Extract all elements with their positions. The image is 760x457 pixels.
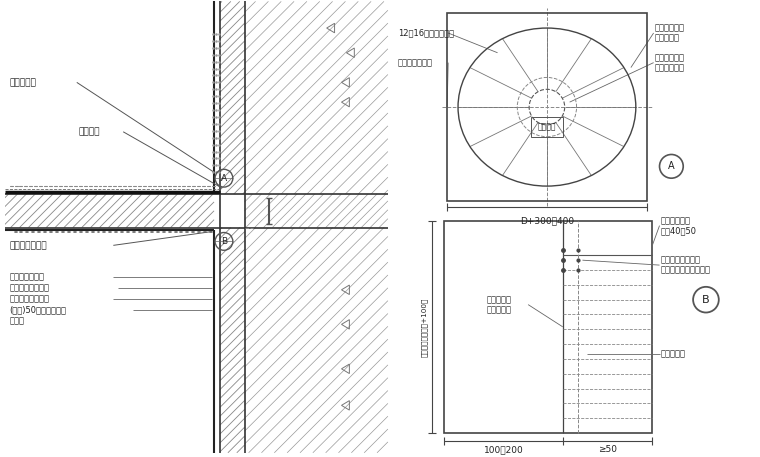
Text: 金属箍紧固: 金属箍紧固 <box>10 78 36 87</box>
Text: 间距40～50: 间距40～50 <box>660 226 696 235</box>
Text: 剪切等分虚线: 剪切等分虚线 <box>660 216 691 225</box>
Text: 铅丝绑扎保护层: 铅丝绑扎保护层 <box>10 241 47 250</box>
Text: 改性沥青防水卷材: 改性沥青防水卷材 <box>10 294 49 303</box>
Text: 粘贴于管壁: 粘贴于管壁 <box>660 350 686 358</box>
Text: 放射状粘贴于侧墙基面: 放射状粘贴于侧墙基面 <box>660 266 711 275</box>
Text: 剪口范围: 剪口范围 <box>537 122 556 131</box>
Bar <box>444 221 651 433</box>
Text: 防水钢筋砼侧墙: 防水钢筋砼侧墙 <box>10 272 45 282</box>
Text: 从（管道外径周长+100）: 从（管道外径周长+100） <box>421 297 428 356</box>
Text: 根阴角线重合: 根阴角线重合 <box>654 63 685 72</box>
Text: 粘贴于侧墙立面: 粘贴于侧墙立面 <box>397 58 432 67</box>
Text: 阴角线重合: 阴角线重合 <box>486 305 511 314</box>
Text: 于管道外壁: 于管道外壁 <box>654 33 679 43</box>
Text: 折线与管根: 折线与管根 <box>486 295 511 304</box>
Text: A: A <box>668 161 675 171</box>
Text: 圆形折线与管: 圆形折线与管 <box>654 53 685 62</box>
Text: 沥青基基层处理剂: 沥青基基层处理剂 <box>10 283 49 292</box>
Text: 沥青涂层: 沥青涂层 <box>79 127 100 136</box>
Text: B: B <box>221 237 227 246</box>
Text: 100～200: 100～200 <box>483 445 524 454</box>
Text: 等分叶片弯折后呈: 等分叶片弯折后呈 <box>660 255 701 265</box>
Text: 尖形叶片粘贴: 尖形叶片粘贴 <box>654 24 685 32</box>
Bar <box>531 117 562 137</box>
Text: B: B <box>702 295 710 305</box>
Text: A: A <box>221 174 227 183</box>
Bar <box>447 13 647 201</box>
Text: (建议)50厚聚苯板保护: (建议)50厚聚苯板保护 <box>10 305 67 314</box>
Text: 12或16等分裁剪虚线: 12或16等分裁剪虚线 <box>397 28 454 37</box>
Text: ≥50: ≥50 <box>597 445 616 454</box>
Text: D+300～400: D+300～400 <box>520 217 574 226</box>
Text: 回填土: 回填土 <box>10 316 24 325</box>
